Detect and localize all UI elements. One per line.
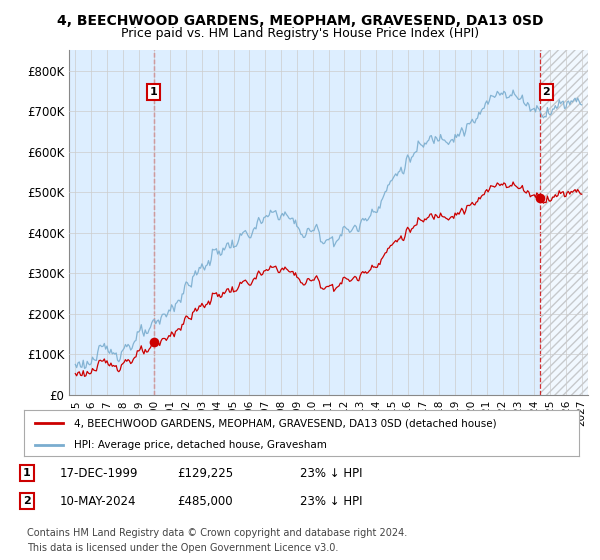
Text: 1: 1 (23, 468, 31, 478)
Text: Price paid vs. HM Land Registry's House Price Index (HPI): Price paid vs. HM Land Registry's House … (121, 27, 479, 40)
Text: Contains HM Land Registry data © Crown copyright and database right 2024.: Contains HM Land Registry data © Crown c… (27, 528, 407, 538)
Text: HPI: Average price, detached house, Gravesham: HPI: Average price, detached house, Grav… (74, 440, 327, 450)
Text: 10-MAY-2024: 10-MAY-2024 (60, 494, 137, 508)
Text: 2: 2 (23, 496, 31, 506)
Text: 23% ↓ HPI: 23% ↓ HPI (300, 466, 362, 480)
Text: 17-DEC-1999: 17-DEC-1999 (60, 466, 139, 480)
Text: £129,225: £129,225 (177, 466, 233, 480)
Text: £485,000: £485,000 (177, 494, 233, 508)
Text: 2: 2 (542, 87, 550, 97)
Bar (540, 50, 588, 395)
Text: 4, BEECHWOOD GARDENS, MEOPHAM, GRAVESEND, DA13 0SD: 4, BEECHWOOD GARDENS, MEOPHAM, GRAVESEND… (57, 14, 543, 28)
Text: 4, BEECHWOOD GARDENS, MEOPHAM, GRAVESEND, DA13 0SD (detached house): 4, BEECHWOOD GARDENS, MEOPHAM, GRAVESEND… (74, 418, 497, 428)
Text: 23% ↓ HPI: 23% ↓ HPI (300, 494, 362, 508)
Text: This data is licensed under the Open Government Licence v3.0.: This data is licensed under the Open Gov… (27, 543, 338, 553)
Text: 1: 1 (150, 87, 158, 97)
